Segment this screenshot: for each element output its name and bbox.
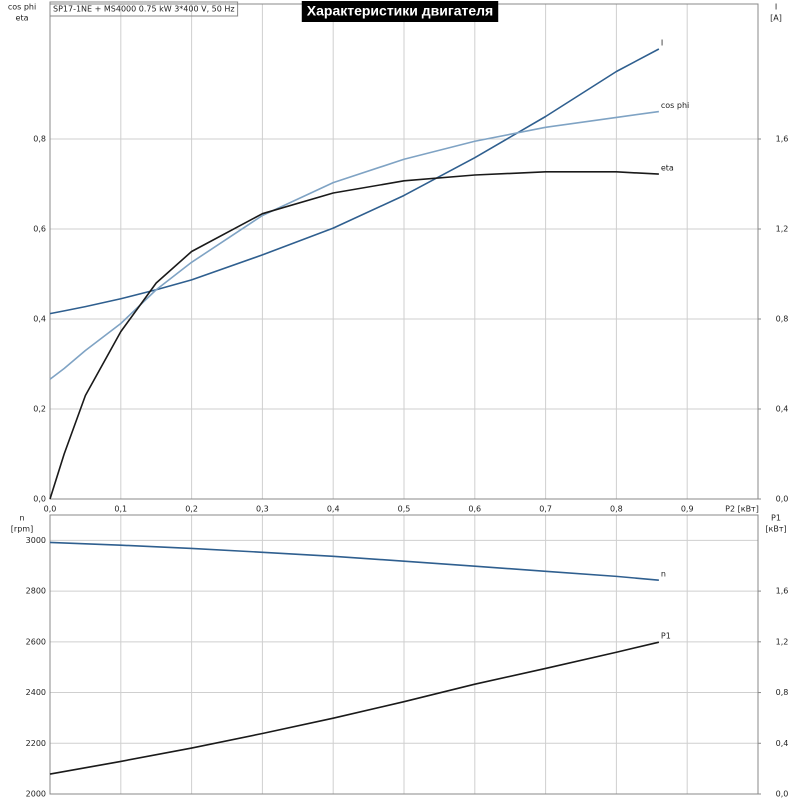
y-tick-label: 2800 xyxy=(26,587,46,596)
title-bg xyxy=(301,1,499,22)
y2-tick-label: 0,4 xyxy=(776,405,789,414)
y2-axis-title: I xyxy=(775,3,777,12)
series-label: I xyxy=(661,39,663,48)
plot-frame xyxy=(49,514,759,795)
series-line xyxy=(49,110,659,380)
x-tick-label: 0,7 xyxy=(539,505,552,514)
y2-axis-title: P1 xyxy=(771,514,781,523)
y-axis-title: eta xyxy=(16,14,29,23)
y2-tick-label: 0,8 xyxy=(776,315,789,324)
y2-tick-label: 1,6 xyxy=(776,135,789,144)
series-line xyxy=(49,48,660,315)
series-line xyxy=(49,541,659,581)
y-tick-label: 2200 xyxy=(26,739,46,748)
info-label: SP17-1NE + MS4000 0.75 kW 3*400 V, 50 Hz xyxy=(53,5,235,14)
y-tick-label: 2400 xyxy=(26,688,46,697)
y2-tick-label: 0,8 xyxy=(776,688,789,697)
y2-tick-label: 1,2 xyxy=(776,637,789,646)
x-tick-label: 0,8 xyxy=(610,505,623,514)
y-tick-label: 2000 xyxy=(26,790,46,799)
y2-axis-title: [кВт] xyxy=(765,525,786,534)
x-tick-label: 0,5 xyxy=(398,505,411,514)
y-tick-label: 0,4 xyxy=(33,315,46,324)
y2-tick-label: 0,4 xyxy=(776,739,789,748)
y-tick-label: 2600 xyxy=(26,637,46,646)
y2-tick-label: 1,6 xyxy=(776,587,789,596)
x-tick-label: 0,6 xyxy=(468,505,481,514)
series-label: eta xyxy=(661,164,674,173)
chart-title: Характеристики двигателя xyxy=(307,3,493,19)
info-box xyxy=(49,1,239,17)
y-tick-label: 0,2 xyxy=(33,405,46,414)
y2-axis-title: [A] xyxy=(770,14,782,23)
x-tick-label: 0,4 xyxy=(327,505,340,514)
x-tick-label: 0,1 xyxy=(114,505,127,514)
series-line xyxy=(49,641,660,775)
y2-tick-label: 0,0 xyxy=(776,495,789,504)
x-axis-title: P2 [кВт] xyxy=(725,505,759,514)
y-axis-title: cos phi xyxy=(8,3,36,12)
x-tick-label: 0,9 xyxy=(681,505,694,514)
y-tick-label: 3000 xyxy=(26,536,46,545)
series-line xyxy=(49,171,659,500)
y-tick-label: 0,8 xyxy=(33,135,46,144)
y-tick-label: 0,0 xyxy=(33,495,46,504)
x-tick-label: 0,2 xyxy=(185,505,198,514)
y-axis-title: [rpm] xyxy=(11,525,33,534)
series-label: cos phi xyxy=(661,101,689,110)
y2-tick-label: 1,2 xyxy=(776,225,789,234)
y-tick-label: 0,6 xyxy=(33,225,46,234)
y-axis-title: n xyxy=(19,514,24,523)
x-tick-label: 0,3 xyxy=(256,505,269,514)
y2-tick-label: 0,0 xyxy=(776,790,789,799)
x-tick-label: 0,0 xyxy=(44,505,57,514)
series-label: n xyxy=(661,570,666,579)
series-label: P1 xyxy=(661,632,671,641)
